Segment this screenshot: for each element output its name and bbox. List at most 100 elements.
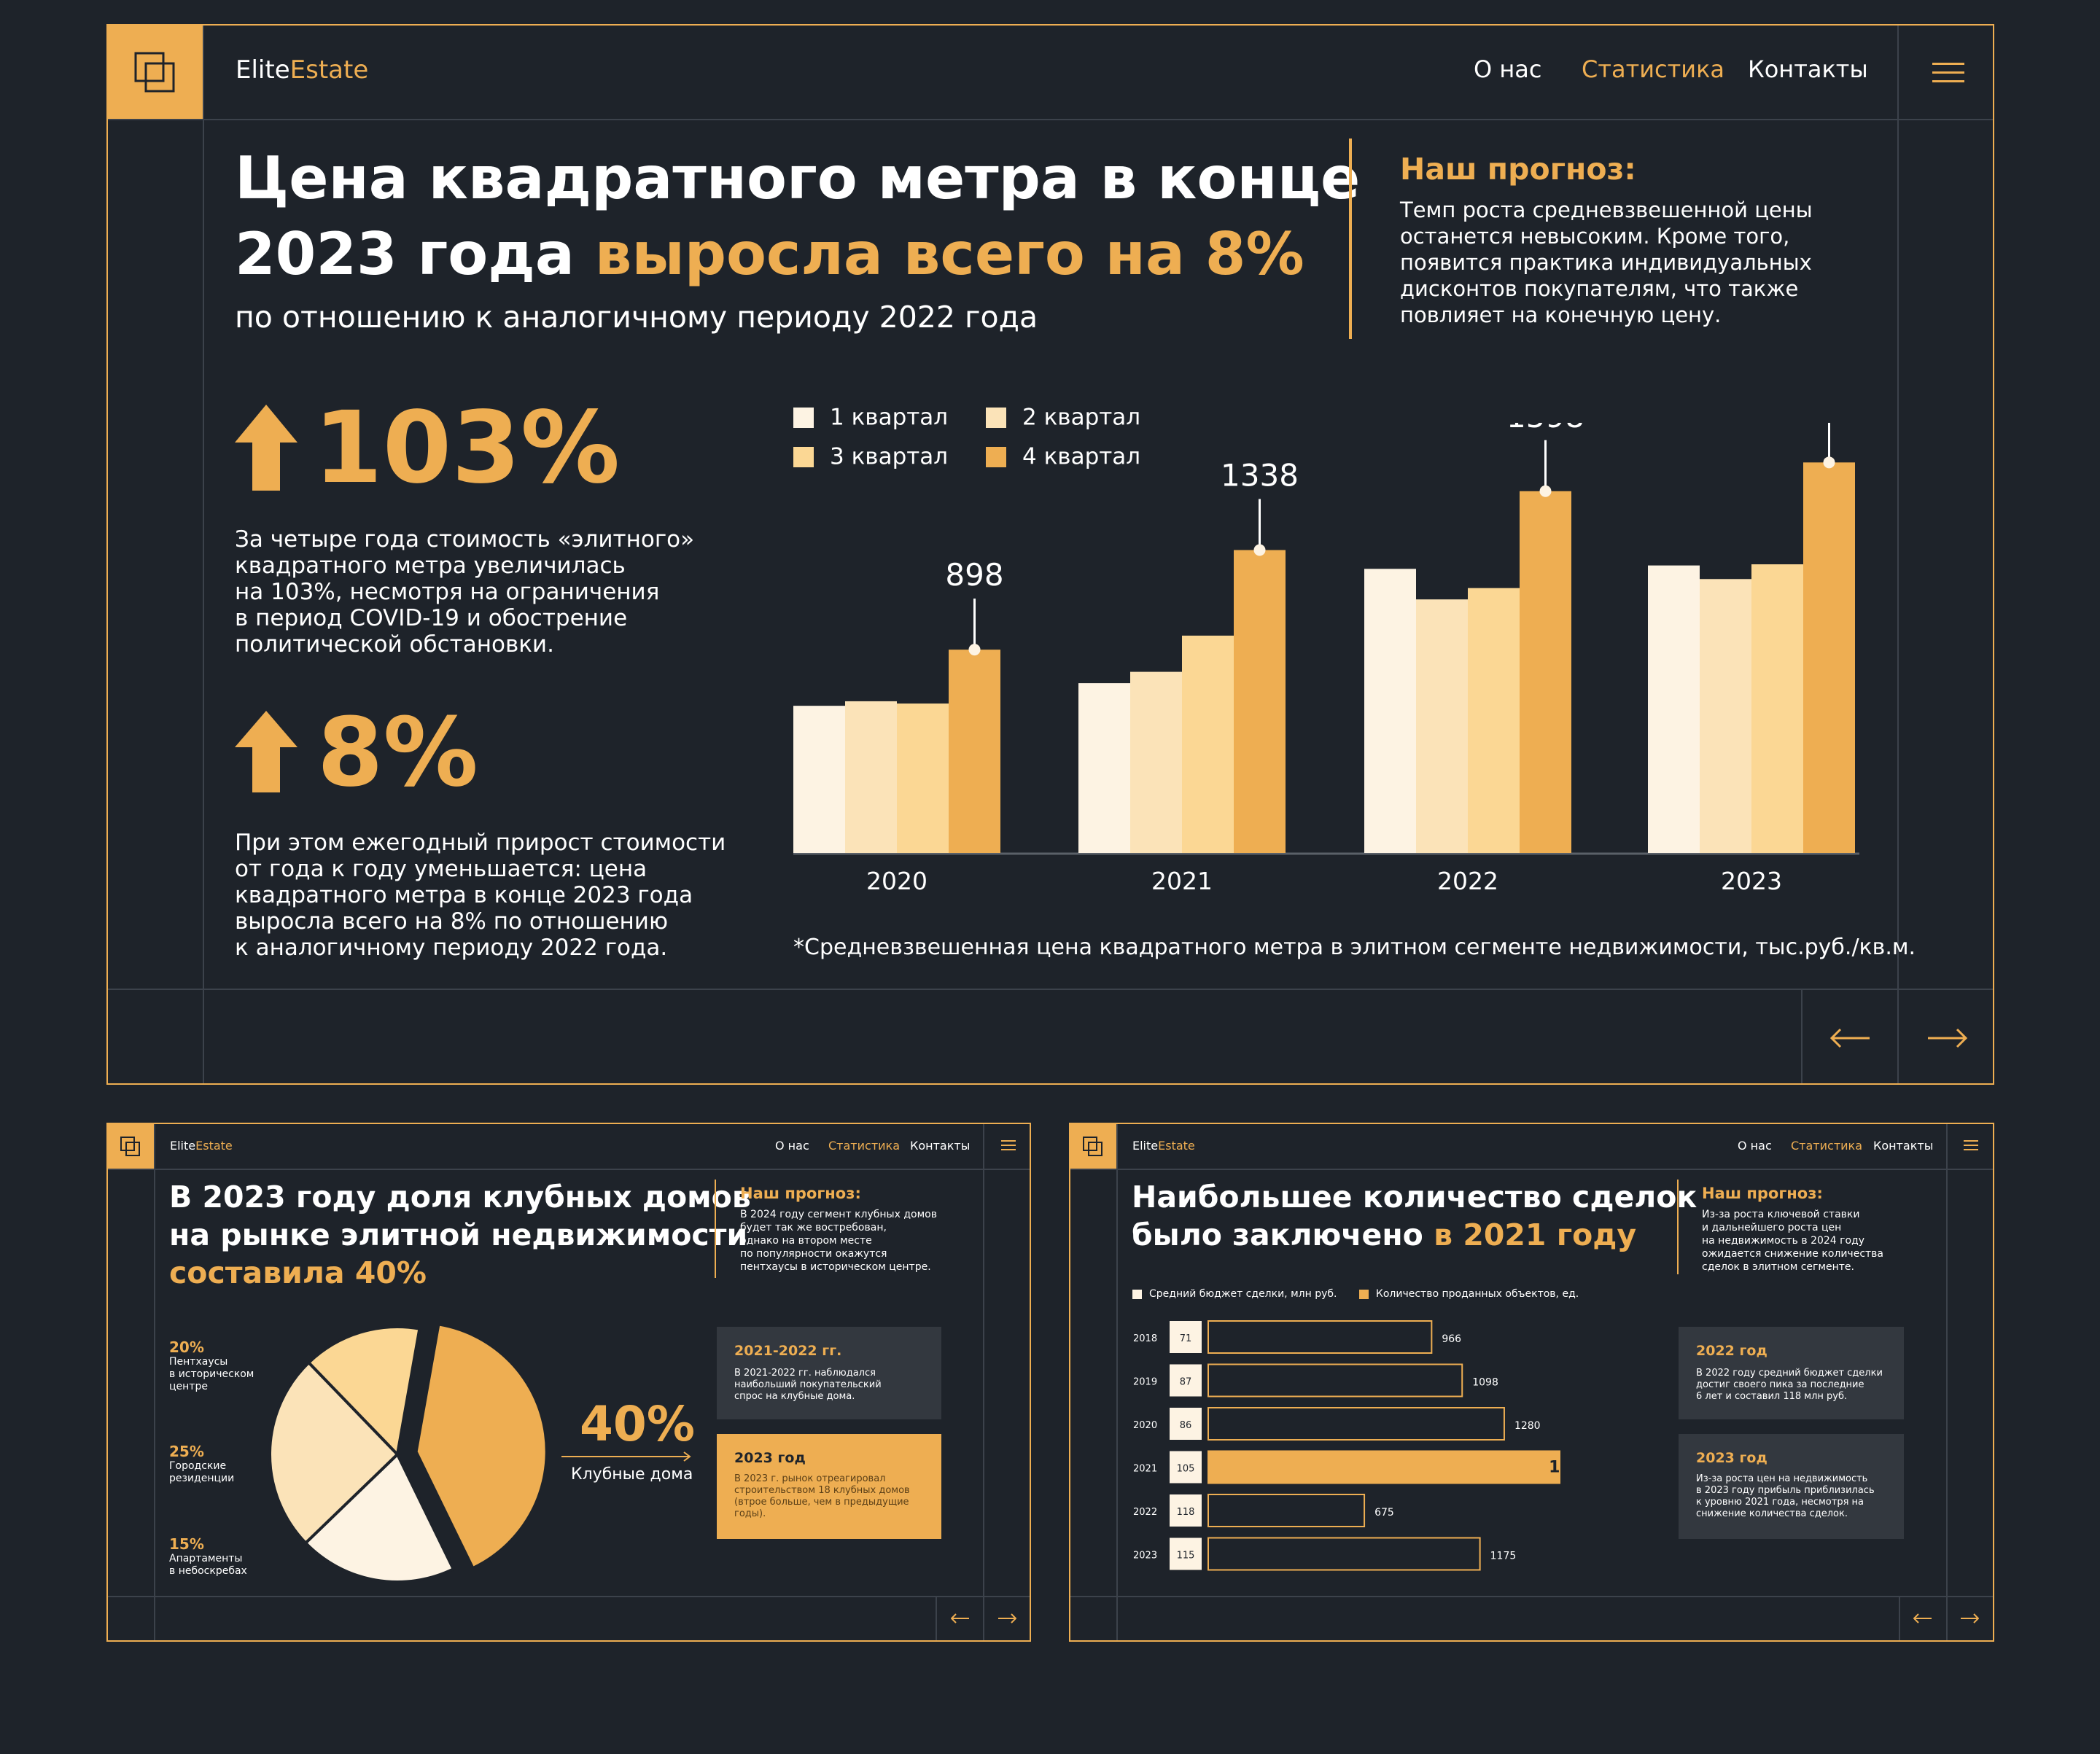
arrow-right-icon[interactable] [1926,1028,1967,1048]
count-bar [1208,1450,1560,1484]
nav-statistics[interactable]: Статистика [828,1139,900,1153]
divider [1801,990,1802,1083]
pie-slice [303,1451,456,1583]
arrow-up-icon [235,405,298,491]
layers-icon [120,1137,140,1156]
bar [949,650,1000,853]
info-card: 2022 год В 2022 году средний бюджет сдел… [1679,1327,1904,1419]
count-value: 966 [1442,1333,1461,1345]
brand-part1: Elite [236,55,290,85]
brand-name[interactable]: EliteEstate [236,55,368,85]
nav-about[interactable]: О нас [775,1139,809,1153]
divider [1899,1597,1900,1640]
stat-103: 103% [314,391,621,506]
x-tick-label: 2021 [1151,867,1213,895]
pie-slice [268,1360,400,1546]
divider [108,989,1993,990]
pie-label: 20% Пентхаусы в историческом центре [169,1338,254,1392]
x-tick-label: 2023 [1721,867,1782,895]
brand-name[interactable]: EliteEstate [1132,1139,1195,1153]
bar [1364,569,1416,853]
divider [154,1124,155,1640]
count-value: 675 [1374,1507,1394,1519]
logo[interactable] [108,1124,154,1169]
arrow-right-icon[interactable] [1960,1613,1979,1624]
nav-contacts[interactable]: Контакты [1748,55,1868,83]
forecast-text: Из-за роста ключевой ставки и дальнейшего… [1702,1209,1883,1273]
bar [793,706,845,853]
arrow-right-icon[interactable] [998,1613,1016,1624]
big-percent-label: Клубные дома [571,1465,693,1484]
bar [1648,565,1700,853]
budget-box [1170,1537,1202,1570]
page-subtitle: по отношению к аналогичному периоду 2022… [235,300,1038,335]
count-bar [1208,1363,1463,1398]
budget-box [1170,1364,1202,1397]
hamburger-icon[interactable] [1001,1140,1016,1150]
page-title: Цена квадратного метра в конце 2023 года… [235,141,1360,292]
nav-about[interactable]: О нас [1738,1139,1772,1153]
forecast-title: Наш прогноз: [1400,152,1636,187]
bar [1182,635,1234,853]
divider [1946,1124,1948,1640]
hamburger-icon[interactable] [1964,1140,1978,1150]
big-percent: 40% [580,1396,695,1452]
slide-deals [1069,1123,1994,1642]
budget-value: 86 [1180,1420,1192,1431]
count-bar [1208,1407,1505,1441]
chart-legend: 1 квартал 2 квартал 3 квартал 4 квартал [793,403,1172,470]
arrow-left-icon[interactable] [1913,1613,1932,1624]
deals-legend: Средний бюджет сделки, млн руб. Количест… [1132,1288,1579,1300]
deals-hbar-chart: 2018 71 966 2019 87 1098 2020 86 1280 2021 105 1710… [1133,1320,1560,1571]
divider [1116,1124,1118,1640]
x-tick-label: 2022 [1437,867,1498,895]
bar [845,701,897,853]
arrow-left-icon[interactable] [951,1613,970,1624]
title-line1: Цена квадратного метра в конце [235,144,1361,212]
price-bar-chart: 8982020133820211598202217252023 [793,423,1859,895]
slide3-title: Наибольшее количество сделок было заключ… [1132,1180,1698,1252]
pie-label: 15% Апартаменты в небоскребах [169,1535,247,1577]
title-line2: 2023 года выросла всего на 8% [235,220,1304,288]
bar [1416,599,1468,853]
budget-box [1170,1408,1202,1440]
info-card: 2023 год Из-за роста цен на недвижимость… [1679,1434,1904,1539]
bar [1468,588,1520,853]
legend-item: 3 квартал [793,443,948,470]
data-label: 1598 [1506,423,1584,434]
bar [1078,683,1130,853]
stat-8: 8% [317,697,478,808]
layers-icon [1083,1137,1102,1156]
logo[interactable] [1070,1124,1116,1169]
arrow-right-icon [561,1451,691,1462]
count-bar [1208,1320,1433,1354]
budget-value: 118 [1177,1507,1195,1518]
slide-club-houses [106,1123,1031,1642]
y-tick-label: 2021 [1133,1464,1157,1475]
nav-statistics[interactable]: Статистика [1582,55,1724,83]
nav-contacts[interactable]: Контакты [1873,1139,1934,1153]
arrow-left-icon[interactable] [1830,1028,1871,1048]
nav-statistics[interactable]: Статистика [1791,1139,1862,1153]
budget-box [1170,1451,1202,1484]
divider [108,119,1993,120]
pie-slice [417,1325,545,1567]
annotation-dot [1253,544,1266,556]
bar [1803,462,1855,853]
forecast-text: В 2024 году сегмент клубных домов будет т… [740,1209,937,1273]
divider [203,26,204,1083]
logo[interactable] [108,26,203,119]
count-value: 1280 [1514,1420,1541,1432]
pie-slice [306,1325,421,1458]
divider [1897,26,1899,1083]
nav-about[interactable]: О нас [1474,55,1542,83]
brand-name[interactable]: EliteEstate [170,1139,233,1153]
forecast-title: Наш прогноз: [1702,1185,1823,1202]
forecast-title: Наш прогноз: [740,1185,861,1202]
y-tick-label: 2023 [1133,1551,1157,1562]
brand-part2: Estate [289,55,369,85]
nav-contacts[interactable]: Контакты [910,1139,971,1153]
bar [1234,550,1286,853]
stat-8-text: При этом ежегодный прирост стоимости от … [235,830,726,961]
hamburger-icon[interactable] [1932,63,1964,83]
